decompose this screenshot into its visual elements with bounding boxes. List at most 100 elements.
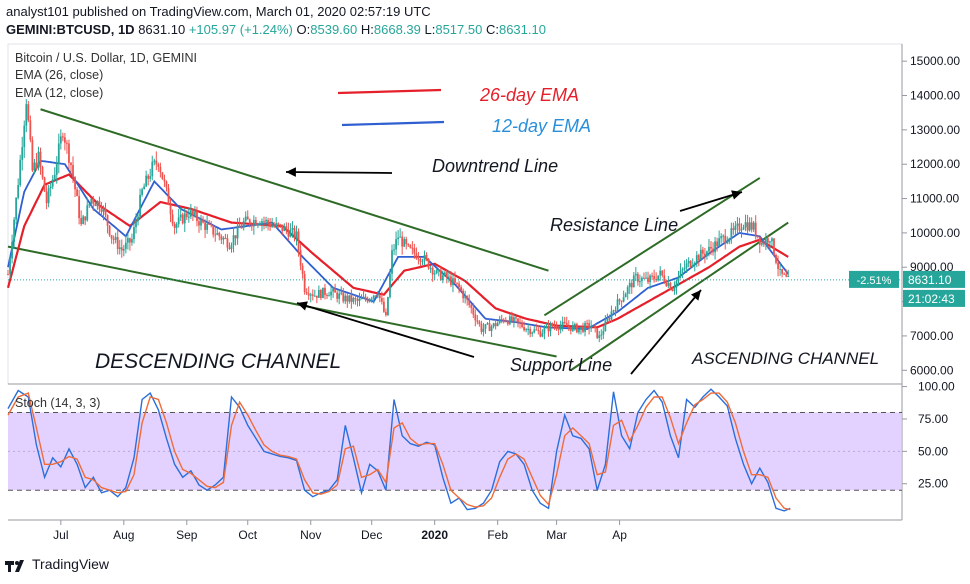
ema12-legend[interactable]: EMA (12, close) [15, 86, 104, 100]
tradingview-footer[interactable]: TradingView [4, 556, 109, 573]
candle-up [592, 325, 595, 327]
candle-up [452, 278, 454, 286]
candle-down [263, 221, 265, 223]
trendline-resistance_ascending [543, 177, 761, 317]
candle-down [413, 248, 416, 254]
candle-down [226, 238, 229, 248]
candle-down [100, 209, 103, 212]
countdown-badge [903, 289, 965, 307]
candle-up [559, 325, 562, 330]
candle-down [417, 258, 420, 260]
candle-down [92, 198, 95, 204]
candle-up [118, 247, 121, 249]
candle-down [63, 137, 66, 143]
candle-up [338, 293, 341, 299]
candle-down [171, 214, 174, 224]
candle-down [596, 327, 599, 338]
candle-down [697, 255, 700, 260]
candle-up [433, 273, 436, 275]
candle-down [380, 298, 383, 302]
candle-up [370, 298, 373, 300]
candle-up [740, 229, 743, 231]
candle-up [206, 223, 209, 230]
candle-down [594, 325, 597, 328]
candle-up [435, 270, 438, 274]
downtrend-annotation: Downtrend Line [432, 156, 559, 176]
candle-down [411, 247, 414, 249]
candle-down [346, 295, 349, 302]
candle-up [584, 323, 586, 332]
candle-down [70, 162, 72, 166]
candle-down [246, 216, 249, 220]
candle-down [569, 326, 572, 331]
candle-down [419, 259, 422, 262]
candle-down [710, 246, 712, 249]
candle-up [189, 210, 192, 217]
candle-down [320, 290, 322, 299]
candle-down [738, 223, 741, 231]
candle-down [478, 321, 481, 324]
price-tick-label: 14000.00 [910, 89, 960, 103]
candle-down [576, 324, 578, 333]
stoch-k-line [7, 388, 791, 512]
candle-up [748, 222, 751, 231]
candle-up [242, 220, 245, 228]
candle-up [289, 229, 292, 237]
candle-down [374, 295, 377, 297]
candle-up [376, 295, 379, 297]
candle-down [653, 275, 656, 279]
candle-up [102, 208, 105, 212]
candle-down [519, 321, 521, 323]
candle-up [448, 276, 450, 278]
candle-down [279, 224, 282, 226]
candle-up [252, 220, 255, 227]
candle-up [580, 326, 582, 329]
price-tick-label: 11000.00 [910, 192, 959, 206]
candle-up [265, 219, 267, 222]
candle-down [212, 225, 215, 235]
candle-up [96, 201, 99, 207]
candle-up [368, 299, 371, 302]
stoch-d-line [7, 392, 791, 511]
candle-up [139, 194, 141, 217]
price-tick-label: 12000.00 [910, 157, 960, 171]
candle-up [429, 267, 432, 269]
candle-up [742, 227, 745, 230]
candle-up [590, 326, 593, 329]
candle-up [441, 275, 444, 281]
candle-down [758, 236, 761, 245]
candle-down [431, 267, 434, 275]
symbol-ohlc: GEMINI:BTCUSD, 1D 8631.10 +105.97 (+1.24… [6, 22, 546, 37]
candle-up [699, 249, 702, 260]
candle-down [506, 321, 509, 325]
stoch-legend[interactable]: Stoch (14, 3, 3) [15, 396, 101, 410]
time-tick-label: Mar [546, 528, 567, 542]
candle-up [769, 241, 771, 243]
candle-down [120, 247, 123, 251]
candle-down [537, 330, 540, 332]
candle-up [543, 328, 546, 334]
candle-up [736, 223, 739, 226]
candle-up [726, 241, 729, 244]
candle-up [541, 333, 544, 337]
resistance-arrow [679, 191, 743, 212]
price-change: +105.97 (+1.24%) [188, 22, 293, 37]
candle-up [685, 263, 688, 268]
price-tick-label: 10000.00 [910, 226, 960, 240]
price-tick-label: 13000.00 [910, 123, 960, 137]
candle-up [533, 329, 536, 333]
candle-up [362, 296, 365, 299]
open-label: O: [296, 22, 311, 37]
chart-legend-title: Bitcoin / U.S. Dollar, 1D, GEMINI [15, 51, 197, 65]
candle-up [153, 160, 156, 162]
ema26-legend[interactable]: EMA (26, close) [15, 68, 104, 82]
candle-down [470, 304, 473, 308]
countdown-text: 21:02:43 [908, 292, 955, 306]
candle-up [53, 174, 56, 180]
candle-up [47, 188, 50, 204]
candle-up [549, 323, 552, 332]
symbol-name: GEMINI:BTCUSD, 1D [6, 22, 135, 37]
candle-down [439, 269, 442, 281]
candle-up [194, 211, 196, 215]
